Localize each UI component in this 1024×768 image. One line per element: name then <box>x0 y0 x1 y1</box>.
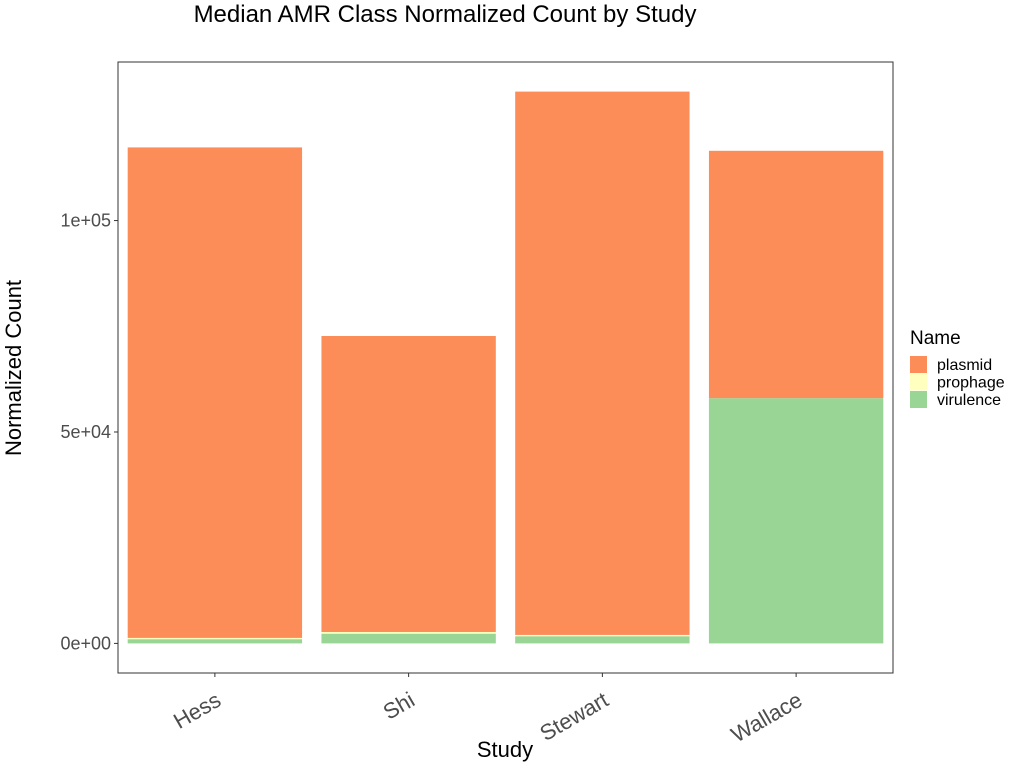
legend-key-plasmid <box>910 356 927 373</box>
bars-layer <box>128 92 884 644</box>
x-tick-label-hess: Hess <box>169 687 225 734</box>
y-tick-label: 5e+04 <box>60 422 111 442</box>
y-tick-label: 1e+05 <box>60 211 111 231</box>
x-tick-label-wallace: Wallace <box>727 687 807 747</box>
y-axis-title: Normalized Count <box>1 280 26 456</box>
legend-key-virulence <box>910 391 927 408</box>
chart-title: Median AMR Class Normalized Count by Stu… <box>194 1 697 28</box>
bar-wallace-virulence <box>709 398 883 643</box>
bar-stewart-plasmid <box>515 92 689 635</box>
x-axis-title: Study <box>477 737 533 762</box>
y-tick-label: 0e+00 <box>60 633 111 653</box>
legend-label-prophage: prophage <box>937 375 1005 392</box>
bar-shi-prophage <box>321 632 495 634</box>
x-tick-label-shi: Shi <box>379 687 419 725</box>
bar-hess-virulence <box>128 639 302 643</box>
y-axis: 0e+00 5e+04 1e+05 <box>60 211 118 654</box>
bar-shi-plasmid <box>321 336 495 632</box>
bar-stewart-prophage <box>515 635 689 636</box>
legend-label-plasmid: plasmid <box>937 357 992 374</box>
bar-wallace-plasmid <box>709 151 883 398</box>
legend-key-prophage <box>910 374 927 391</box>
bar-stewart-virulence <box>515 636 689 643</box>
bar-hess-prophage <box>128 638 302 639</box>
x-tick-label-stewart: Stewart <box>535 687 612 746</box>
bar-shi-virulence <box>321 634 495 644</box>
legend-title: Name <box>910 328 961 349</box>
legend-label-virulence: virulence <box>937 392 1001 409</box>
bar-hess-plasmid <box>128 147 302 637</box>
